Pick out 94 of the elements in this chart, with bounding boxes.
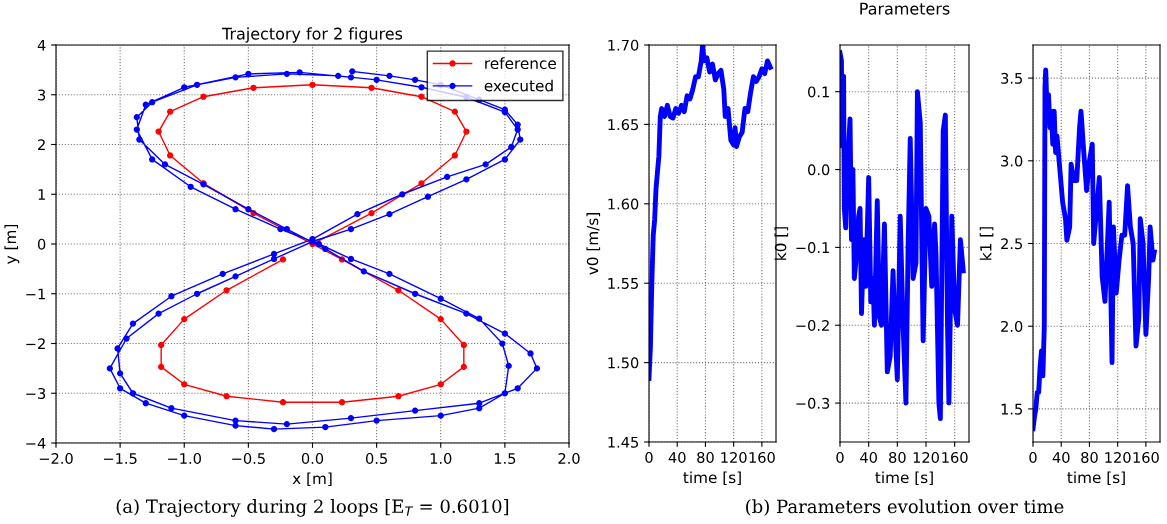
y-tick-label: −0.2	[796, 319, 829, 331]
x-axis-title: time [s]	[683, 471, 741, 486]
chart-title: Trajectory for 2 figures	[222, 27, 403, 43]
point	[279, 399, 287, 406]
x-tick-label: 0	[836, 451, 844, 464]
point	[158, 363, 165, 371]
x-tick-label: 80	[889, 451, 906, 464]
point	[395, 393, 402, 400]
x-tick-label: 120	[721, 451, 747, 464]
point	[437, 315, 444, 323]
y-tick-label: 0.1	[808, 86, 829, 98]
y-tick-label: 1.55	[608, 278, 638, 289]
x-axis-title: time [s]	[875, 471, 933, 486]
point	[223, 393, 230, 400]
y-axis-title: k1 []	[979, 227, 994, 260]
legend-label: executed	[484, 79, 553, 92]
point	[155, 128, 162, 135]
point	[451, 108, 458, 115]
x-tick-label: 1.0	[430, 452, 452, 465]
y-tick-label: −3	[26, 387, 46, 399]
y-tick-label: 3.0	[1001, 155, 1023, 167]
point	[167, 108, 174, 115]
point	[181, 315, 188, 323]
y-tick-label: −2	[26, 338, 45, 350]
x-tick-label: 160	[942, 451, 968, 464]
legend-label: reference	[485, 57, 556, 70]
y-tick-label: 2	[38, 139, 45, 151]
point	[223, 287, 230, 294]
y-tick-label: 2.0	[1001, 320, 1023, 332]
point	[250, 84, 257, 91]
x-tick-label: 2.0	[558, 452, 580, 465]
point	[167, 152, 174, 159]
y-tick-label: −4	[26, 437, 46, 449]
y-axis-title: v0 [m/s]	[586, 213, 601, 275]
point	[181, 381, 188, 388]
point	[460, 363, 467, 371]
point	[158, 341, 165, 349]
x-tick-label: 0.0	[301, 452, 324, 465]
x-tick-label: −2.0	[39, 452, 73, 465]
y-tick-label: 1.45	[608, 436, 638, 448]
x-tick-label: −0.5	[232, 452, 265, 465]
x-tick-label: 80	[697, 451, 714, 464]
x-axis-title: x [m]	[292, 472, 332, 487]
y-tick-label: −0.1	[796, 242, 829, 254]
point	[451, 152, 458, 159]
y-tick-label: 3	[38, 89, 46, 101]
point	[200, 93, 207, 100]
point	[395, 287, 402, 294]
x-tick-label: 0.5	[365, 452, 387, 465]
point	[418, 180, 425, 187]
x-tick-label: 120	[1105, 451, 1131, 464]
point	[460, 341, 467, 349]
text: (a) Trajectory during 2 loops [E$_{T}$ = 0.6010]	[116, 499, 509, 517]
x-tick-label: 160	[749, 451, 775, 464]
point	[418, 93, 425, 100]
y-tick-label: 1.60	[608, 198, 639, 210]
y-tick-label: −0.3	[796, 397, 830, 409]
y-tick-label: 1.50	[608, 357, 639, 369]
point	[368, 84, 375, 91]
point	[279, 256, 287, 263]
x-axis-title: time [s]	[1067, 471, 1125, 486]
line-series	[649, 45, 773, 381]
y-axis-title: k0 []	[774, 227, 789, 260]
x-tick-label: 0	[645, 451, 653, 464]
y-axis-title: y [m]	[4, 224, 20, 264]
x-tick-label: 1.5	[494, 453, 516, 465]
line-series	[1033, 67, 1157, 432]
chart-title: Parameters	[860, 2, 950, 15]
y-tick-label: 0	[37, 238, 46, 250]
point	[338, 399, 346, 406]
x-tick-label: −1.5	[103, 453, 137, 465]
x-tick-label: 40	[668, 451, 686, 464]
y-tick-label: 1	[38, 189, 45, 200]
x-tick-label: 80	[1081, 451, 1098, 464]
y-tick-label: 4	[37, 39, 46, 51]
point	[368, 210, 375, 217]
y-tick-label: 3.5	[1001, 72, 1022, 84]
y-tick-label: −1	[26, 288, 45, 300]
x-tick-label: 40	[860, 451, 877, 464]
y-tick-label: 2.5	[1001, 238, 1022, 250]
x-tick-label: 40	[1052, 451, 1070, 464]
y-tick-label: 1.70	[608, 39, 639, 51]
x-tick-label: 0	[1029, 451, 1037, 464]
x-tick-label: 120	[913, 451, 939, 464]
y-tick-label: 1.65	[608, 119, 638, 131]
y-tick-label: 0.0	[808, 164, 830, 176]
line-series	[840, 50, 966, 422]
point	[437, 381, 444, 388]
point	[309, 81, 316, 88]
text: (b) Parameters evolution over time	[746, 499, 1064, 516]
x-tick-label: −1.0	[168, 452, 201, 465]
x-tick-label: 160	[1133, 451, 1159, 464]
y-tick-label: 1.5	[1001, 403, 1022, 415]
point	[463, 128, 470, 135]
